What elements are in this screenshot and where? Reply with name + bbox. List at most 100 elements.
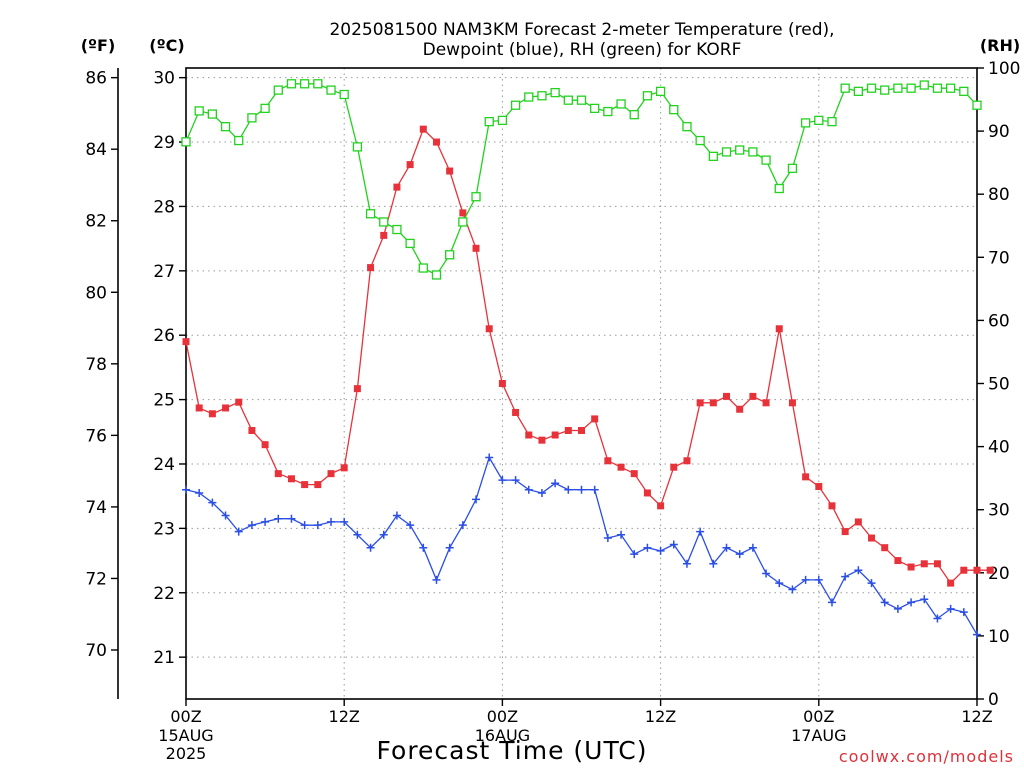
rh-point: [220, 122, 231, 132]
chart-title-line-2: Dewpoint (blue), RH (green) for KORF: [423, 40, 742, 60]
temperature-series: [182, 125, 994, 587]
celsius-tick-label: 26: [153, 326, 175, 346]
rh-point: [418, 263, 428, 273]
dewpoint-point: [564, 485, 573, 494]
fahrenheit-tick-label: 76: [85, 426, 107, 446]
dewpoint-point: [656, 546, 665, 555]
rh-point: [735, 145, 745, 155]
x-axis-label: Forecast Time (UTC): [377, 736, 648, 765]
fahrenheit-tick-label: 74: [85, 498, 107, 518]
dewpoint-point: [379, 530, 388, 539]
temperature-point: [551, 431, 559, 439]
rh-point: [260, 103, 270, 114]
dewpoint-point: [643, 543, 652, 552]
dewpoint-point: [854, 566, 863, 575]
temperature-point: [222, 404, 230, 412]
rh-point: [431, 270, 442, 280]
dewpoint-point: [208, 498, 217, 507]
dewpoint-point: [392, 511, 401, 520]
rh-point: [774, 183, 784, 194]
rh-point: [339, 89, 349, 100]
rh-point: [392, 224, 402, 235]
temperature-point: [670, 463, 678, 471]
rh-point: [814, 115, 824, 126]
plot-frame: [185, 67, 978, 700]
time-tick-year: 2025: [166, 744, 207, 763]
dewpoint-point: [274, 514, 283, 523]
rh-point: [471, 192, 481, 202]
fahrenheit-tick-label: 86: [85, 69, 107, 89]
dewpoint-point: [353, 530, 362, 539]
rh-point: [207, 109, 218, 119]
temperature-line: [185, 128, 991, 585]
dewpoint-point: [973, 630, 981, 639]
rh-point: [603, 106, 613, 117]
dewpoint-point: [827, 598, 836, 607]
rh-point: [497, 115, 508, 126]
temperature-point: [314, 481, 322, 489]
rh-point: [695, 135, 705, 146]
rh-point: [682, 122, 692, 132]
dewpoint-point: [485, 453, 494, 462]
rh-point: [827, 116, 837, 127]
dewpoint-point: [300, 521, 309, 530]
temperature-point: [459, 209, 467, 217]
rh-point: [313, 79, 323, 89]
fahrenheit-tick-label: 84: [85, 140, 107, 160]
temperature-point: [854, 518, 862, 526]
temperature-point: [723, 392, 731, 400]
dewpoint-point: [603, 534, 612, 543]
temperature-point: [683, 457, 691, 465]
time-tick-label: 00Z: [487, 707, 518, 726]
time-tick-label: 12Z: [329, 707, 360, 726]
dewpoint-point: [696, 527, 705, 536]
rh-tick-label: 40: [988, 438, 1010, 458]
dewpoint-point: [511, 476, 520, 485]
rh-point: [273, 85, 283, 95]
dewpoint-point: [762, 569, 771, 578]
rh-point: [563, 95, 573, 105]
fahrenheit-unit-label: (ºF): [81, 36, 116, 55]
dewpoint-point: [775, 579, 784, 588]
temperature-point: [208, 410, 216, 418]
dewpoint-point: [182, 485, 190, 494]
fahrenheit-tick-label: 78: [85, 355, 107, 375]
temperature-point: [591, 415, 599, 423]
dewpoint-point: [590, 485, 599, 494]
rh-point: [247, 113, 257, 123]
temperature-point: [788, 399, 796, 407]
temperature-point: [986, 566, 994, 574]
rh-point: [880, 85, 890, 95]
temperature-point: [525, 431, 533, 439]
time-tick-label: 00Z: [170, 707, 201, 726]
rh-point: [181, 137, 191, 147]
rh-point: [629, 110, 639, 120]
dewpoint-point: [313, 521, 322, 530]
dewpoint-point: [920, 595, 929, 604]
rh-point: [655, 86, 666, 96]
temperature-point: [657, 502, 665, 510]
celsius-tick-label: 21: [153, 648, 175, 668]
temperature-point: [419, 125, 427, 133]
temperature-point: [828, 502, 836, 510]
temperature-point: [841, 528, 849, 536]
temperature-point: [749, 392, 757, 400]
rh-point: [893, 83, 903, 93]
dewpoint-point: [419, 543, 428, 552]
data-series: [181, 79, 994, 639]
rh-point: [299, 79, 310, 89]
rh-line: [185, 83, 978, 276]
temperature-point: [353, 385, 361, 393]
rh-point: [194, 106, 204, 116]
temperature-point: [894, 557, 902, 565]
dewpoint-point: [907, 598, 916, 607]
temperature-point: [261, 441, 269, 449]
dewpoint-point: [735, 550, 744, 559]
dewpoint-point: [537, 488, 546, 497]
rh-point: [405, 238, 415, 249]
temperature-point: [736, 405, 744, 413]
dewpoint-point: [366, 543, 375, 552]
rh-point: [932, 83, 943, 93]
dewpoint-point: [551, 479, 560, 488]
